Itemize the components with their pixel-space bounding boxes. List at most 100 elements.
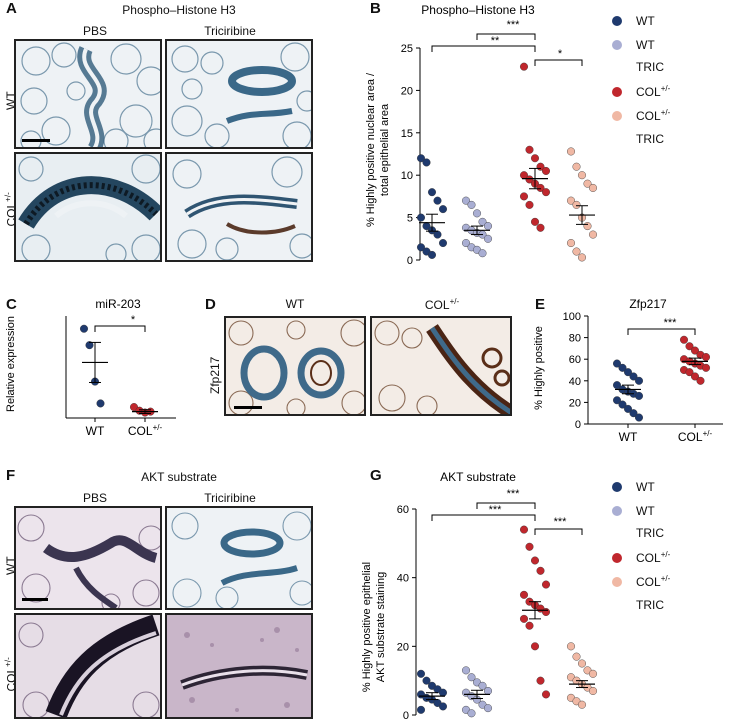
- chart-b-point: [519, 62, 528, 71]
- chart-g-sig-bracket: [431, 514, 536, 521]
- legend-top-col: COL+/-: [612, 84, 670, 99]
- chart-b-point: [438, 205, 447, 214]
- chart-g-ytick-label: 0: [403, 710, 409, 722]
- chart-b-point: [572, 247, 581, 256]
- chart-b-point: [472, 209, 481, 218]
- chart-g-point: [588, 669, 597, 678]
- chart-e-point: [612, 359, 621, 368]
- chart-b-point: [461, 239, 470, 248]
- legend-bottom-wt-tric: WT: [612, 504, 655, 518]
- chart-b-point: [478, 249, 487, 258]
- chart-g-point: [483, 704, 492, 713]
- chart-g-point: [541, 607, 550, 616]
- chart-b-point: [525, 175, 534, 184]
- chart-b-point: [416, 243, 425, 252]
- chart-g-ytick-label: 40: [397, 573, 409, 585]
- legend-bottom-wt: WT: [612, 480, 655, 494]
- chart-e-point: [618, 363, 627, 372]
- chart-g-point: [536, 676, 545, 685]
- chart-g-ylabel-1: % Highly positive epithelial: [361, 562, 373, 692]
- chart-g-point: [572, 652, 581, 661]
- chart-b-point: [433, 196, 442, 205]
- chart-g-point: [467, 709, 476, 718]
- panel-d-letter: D: [205, 296, 216, 313]
- chart-e-point: [701, 353, 710, 362]
- chart-g-point: [478, 681, 487, 690]
- chart-b-sig-1: ***: [507, 19, 521, 31]
- legend-bottom-col-tric: COL+/-: [612, 574, 670, 589]
- panel-a-title: Phospho–Histone H3: [122, 3, 236, 17]
- micrograph-akt-col-pbs-image: [16, 615, 160, 717]
- chart-g-sig-bracket: [476, 502, 536, 509]
- panel-f-col-triciribine: Triciribine: [204, 491, 256, 505]
- legend-dot-wt-tric: [612, 40, 622, 50]
- chart-e-point: [629, 372, 638, 381]
- micrograph-pphh3-col-pbs-image: [16, 154, 160, 260]
- chart-g-point: [541, 580, 550, 589]
- chart-b-point: [461, 196, 470, 205]
- chart-e-point: [685, 342, 694, 351]
- chart-c: miR-203 Relative expression WT COL+/- *: [5, 297, 176, 438]
- chart-e: Zfp217 % Highly positive 0 20 40 60 80 100 WT C…: [533, 297, 723, 444]
- micrograph-akt-wt-tric: [165, 506, 313, 610]
- chart-c-point: [96, 399, 105, 408]
- panel-f-title: AKT substrate: [141, 470, 217, 484]
- chart-g-sig-3: ***: [554, 516, 568, 528]
- chart-b-point: [483, 222, 492, 231]
- chart-g-point: [530, 642, 539, 651]
- chart-b-point: [416, 213, 425, 222]
- micrograph-zfp217-wt-image: [226, 318, 364, 414]
- chart-g-ylabel-2: AKT substrate staining: [375, 572, 387, 682]
- panel-a-col-triciribine: Triciribine: [204, 24, 256, 38]
- micrograph-zfp217-col: [370, 316, 512, 416]
- chart-c-point: [79, 324, 88, 333]
- legend-bottom: WT WT TRIC COL+/- COL+/- TRIC: [612, 480, 732, 640]
- chart-b-point: [438, 239, 447, 248]
- chart-b-point: [433, 230, 442, 239]
- chart-g-point: [467, 673, 476, 682]
- chart-g-sig-bracket: [534, 528, 583, 535]
- micrograph-pphh3-wt-pbs: [14, 39, 162, 149]
- chart-c-xtick-label: COL+/-: [128, 423, 163, 438]
- chart-g-sig-1: ***: [507, 488, 521, 500]
- chart-g-point: [577, 700, 586, 709]
- chart-b-point: [577, 253, 586, 262]
- micrograph-zfp217-wt: [224, 316, 366, 416]
- chart-c-point: [85, 341, 94, 350]
- chart-b-ytick-label: 20: [401, 85, 413, 97]
- chart-b-point: [427, 250, 436, 259]
- chart-g-point: [422, 676, 431, 685]
- chart-e-xtick-label: COL+/-: [678, 429, 713, 444]
- chart-b-point: [588, 183, 597, 192]
- panel-d-row-label: Zfp217: [208, 356, 222, 394]
- chart-c-sig-bracket: [94, 325, 146, 332]
- chart-g-point: [416, 705, 425, 714]
- chart-g-point: [519, 590, 528, 599]
- panel-g-letter: G: [370, 467, 382, 484]
- chart-g-point: [483, 686, 492, 695]
- chart-e-point: [690, 372, 699, 381]
- legend-top-col-tric: COL+/-: [612, 108, 670, 123]
- micrograph-akt-wt-tric-image: [167, 508, 311, 608]
- legend-dot-col: [612, 552, 622, 563]
- chart-b-sig-bracket: [534, 59, 583, 66]
- legend-bottom-col: COL+/-: [612, 550, 670, 565]
- chart-g: AKT substrate % Highly positive epitheli…: [361, 470, 597, 722]
- scale-bar-a: [22, 139, 50, 142]
- scale-bar-d: [234, 406, 262, 409]
- chart-g-ytick-label: 20: [397, 641, 409, 653]
- micrograph-akt-wt-pbs: [14, 506, 162, 610]
- panel-f-letter: F: [6, 467, 16, 484]
- chart-b-ytick-label: 25: [401, 43, 413, 55]
- chart-e-point: [623, 404, 632, 413]
- chart-g-title: AKT substrate: [440, 470, 516, 484]
- chart-e-point: [618, 400, 627, 409]
- legend-top-wt-tric: WT: [612, 38, 655, 52]
- chart-b-point: [519, 192, 528, 201]
- chart-g-point: [525, 621, 534, 630]
- micrograph-pphh3-col-pbs: [14, 152, 162, 262]
- chart-b-point: [583, 222, 592, 231]
- chart-b-point: [525, 145, 534, 154]
- chart-b-point: [583, 179, 592, 188]
- chart-b-point: [541, 166, 550, 175]
